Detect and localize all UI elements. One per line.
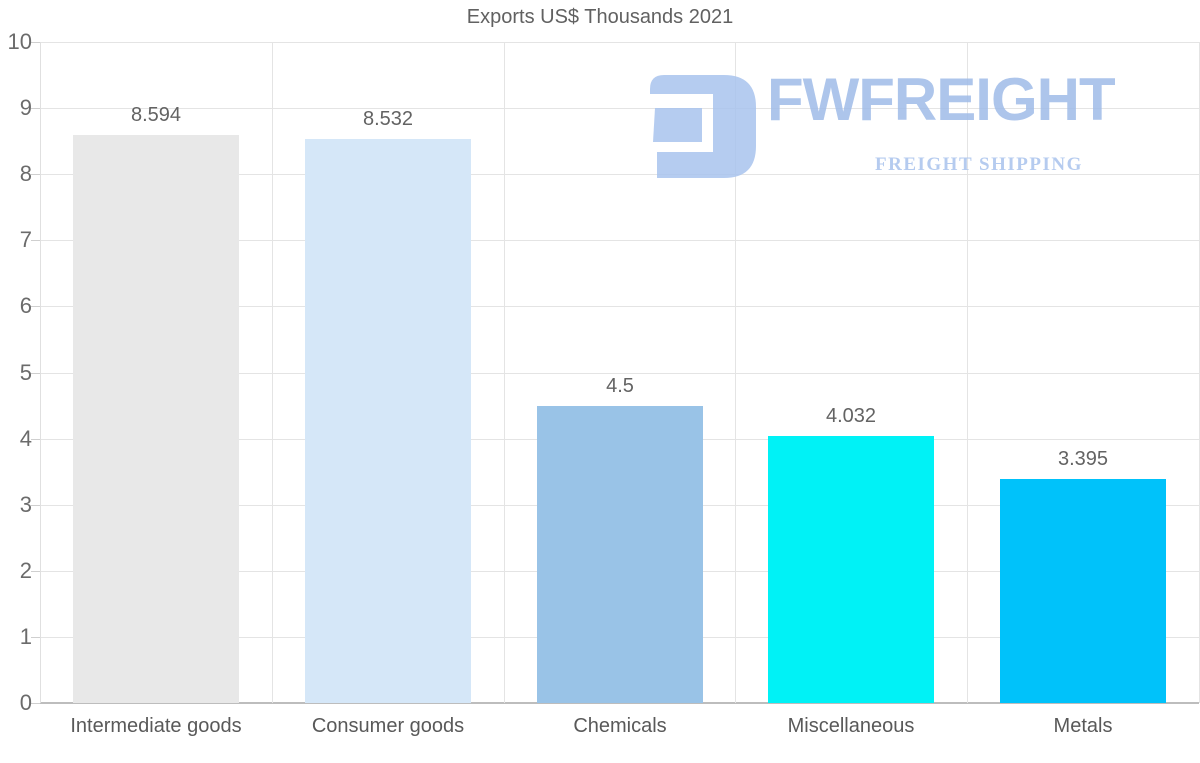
bar-miscellaneous — [768, 436, 934, 703]
h-gridline — [40, 306, 1199, 307]
bar-value-label: 8.532 — [362, 108, 414, 130]
y-tick-mark — [31, 703, 40, 704]
y-tick-mark — [31, 306, 40, 307]
brand-tagline: FREIGHT SHIPPING — [875, 154, 1083, 175]
y-tick-label: 0 — [19, 690, 32, 715]
bar-value-label: 4.5 — [606, 375, 634, 397]
y-tick-label: 6 — [19, 293, 32, 318]
y-tick-label: 3 — [19, 492, 32, 517]
h-gridline — [40, 240, 1199, 241]
x-category-label: Consumer goods — [311, 715, 465, 737]
y-tick-mark — [31, 108, 40, 109]
bar-value-label: 4.032 — [825, 405, 877, 427]
y-tick-label: 8 — [19, 161, 32, 186]
v-gridline — [272, 42, 273, 703]
h-gridline — [40, 373, 1199, 374]
x-category-label: Miscellaneous — [787, 715, 915, 737]
bar-consumer-goods — [305, 139, 471, 703]
x-axis-line — [40, 702, 1199, 704]
v-gridline — [967, 42, 968, 703]
y-tick-label: 5 — [19, 360, 32, 385]
y-tick-label: 1 — [19, 624, 32, 649]
h-gridline — [40, 174, 1199, 175]
y-tick-label: 9 — [19, 95, 32, 120]
y-axis-line — [40, 42, 41, 703]
y-tick-mark — [31, 637, 40, 638]
y-tick-mark — [31, 505, 40, 506]
y-tick-label: 7 — [19, 227, 32, 252]
bar-metals — [1000, 479, 1166, 703]
bar-intermediate-goods — [73, 135, 239, 703]
fwfreight-logo-icon — [650, 75, 756, 178]
brand-name: FWFREIGHT — [767, 66, 1116, 133]
v-gridline — [735, 42, 736, 703]
y-tick-label: 2 — [19, 558, 32, 583]
y-tick-label: 4 — [19, 426, 32, 451]
y-tick-mark — [31, 174, 40, 175]
y-tick-mark — [31, 571, 40, 572]
y-tick-label: 10 — [7, 29, 32, 54]
y-tick-mark — [31, 42, 40, 43]
bar-chemicals — [537, 406, 703, 703]
bar-value-label: 3.395 — [1057, 448, 1109, 470]
y-tick-mark — [31, 439, 40, 440]
chart-title: Exports US$ Thousands 2021 — [466, 6, 734, 28]
bar-value-label: 8.594 — [130, 104, 182, 126]
h-gridline — [40, 42, 1199, 43]
x-category-label: Metals — [1053, 715, 1113, 737]
x-category-label: Chemicals — [573, 715, 667, 737]
x-category-label: Intermediate goods — [70, 715, 242, 737]
y-tick-mark — [31, 373, 40, 374]
y-tick-mark — [31, 240, 40, 241]
watermark-logo: FWFREIGHT FREIGHT SHIPPING — [646, 66, 1156, 183]
h-gridline — [40, 108, 1199, 109]
v-gridline — [504, 42, 505, 703]
